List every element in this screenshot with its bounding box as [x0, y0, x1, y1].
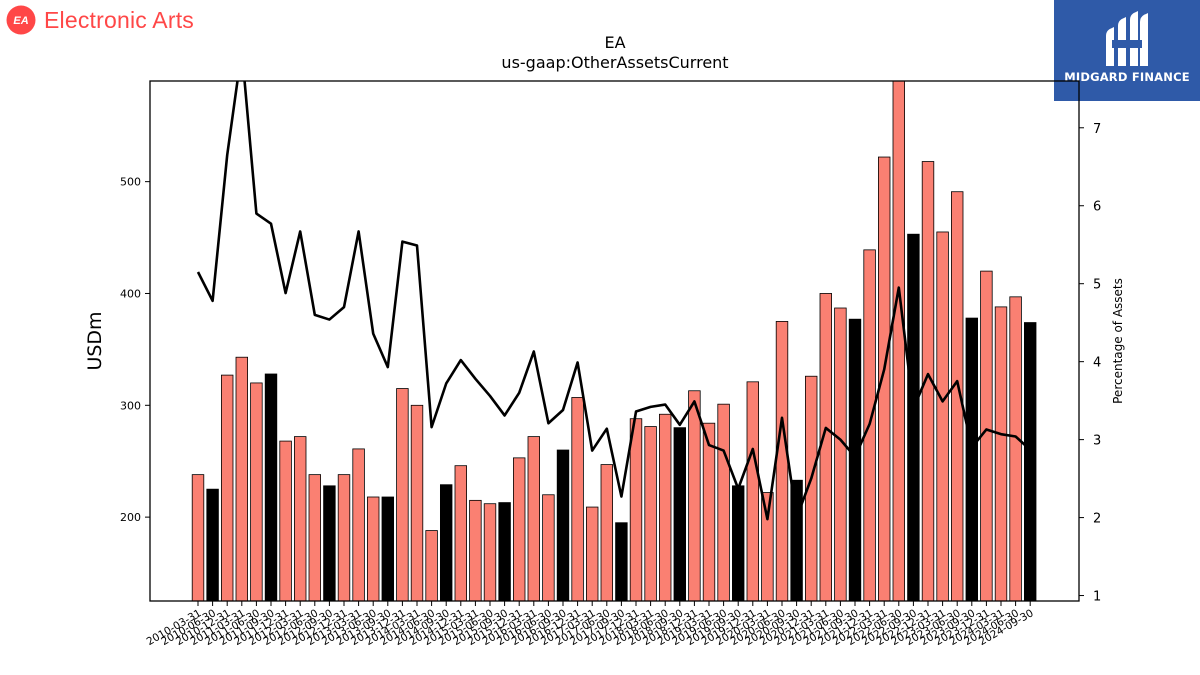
- bar: [615, 522, 628, 601]
- bar: [775, 321, 789, 601]
- y-tick-label: 500: [120, 176, 141, 189]
- bar: [279, 440, 292, 601]
- partner-logo: MIDGARD FINANCE: [1054, 0, 1200, 101]
- bar: [644, 426, 657, 601]
- bar: [717, 403, 730, 601]
- y2-tick-label: 2: [1093, 512, 1101, 527]
- bar: [513, 457, 526, 601]
- bar: [439, 484, 453, 601]
- bar: [206, 488, 219, 601]
- bar: [527, 436, 541, 601]
- bar: [235, 356, 249, 601]
- line-series: [196, 81, 1032, 521]
- bar: [834, 307, 847, 601]
- bar: [732, 485, 745, 601]
- y2-axis-label: Percentage of Assets: [1111, 278, 1125, 404]
- chart-subtitle: us-gaap:OtherAssetsCurrent: [501, 53, 728, 72]
- bar: [542, 494, 555, 601]
- brand-name: Electronic Arts: [44, 6, 194, 33]
- bar: [629, 418, 643, 601]
- bar: [323, 485, 336, 601]
- y2-tick-label: 4: [1093, 356, 1101, 371]
- percentage-line: [196, 81, 1032, 521]
- y-tick-label: 300: [120, 399, 141, 412]
- bar: [425, 530, 438, 601]
- bar: [746, 381, 760, 601]
- bar: [337, 474, 351, 601]
- brand-logo: EA Electronic Arts: [6, 5, 194, 35]
- bar: [921, 161, 935, 601]
- bar: [366, 496, 380, 601]
- midgard-logo-icon: [1106, 11, 1148, 66]
- y-tick-label: 400: [120, 287, 141, 300]
- axes: 20030040050012345672010-03-312010-06-302…: [120, 80, 1101, 648]
- bar: [805, 375, 818, 601]
- bar: [761, 492, 774, 601]
- y2-tick-label: 5: [1093, 278, 1101, 293]
- partner-name: MIDGARD FINANCE: [1064, 70, 1190, 84]
- bar: [1009, 296, 1022, 601]
- y2-tick-label: 3: [1093, 434, 1101, 449]
- bar: [702, 422, 716, 601]
- y-axis-label: USDm: [84, 311, 106, 370]
- bar: [600, 464, 614, 601]
- y2-tick-label: 1: [1093, 590, 1101, 605]
- bar: [396, 388, 409, 601]
- bar: [250, 382, 263, 601]
- bar: [951, 191, 964, 601]
- bar: [1024, 322, 1037, 601]
- bar: [381, 496, 395, 601]
- bar: [790, 479, 803, 601]
- bar: [308, 474, 322, 601]
- y2-tick-label: 7: [1093, 122, 1101, 137]
- chart-title: EA: [604, 33, 625, 52]
- bar: [352, 448, 365, 601]
- bar: [994, 306, 1008, 601]
- ea-logo-icon: EA: [6, 5, 36, 35]
- bar: [819, 293, 833, 601]
- bar: [688, 390, 701, 601]
- bar: [410, 404, 424, 601]
- bar: [659, 413, 672, 601]
- bar: [892, 81, 906, 601]
- bar: [454, 465, 468, 601]
- bar: [673, 427, 687, 601]
- y2-tick-label: 6: [1093, 200, 1101, 215]
- bar: [965, 317, 979, 601]
- bar: [483, 503, 497, 601]
- bar: [571, 397, 584, 601]
- bar: [293, 436, 307, 601]
- bar-series: [191, 81, 1037, 601]
- bar: [848, 318, 862, 601]
- bar: [264, 373, 278, 601]
- ea-logo-badge: EA: [13, 15, 28, 27]
- bar: [586, 506, 599, 601]
- bar: [936, 231, 949, 601]
- bar: [220, 374, 234, 601]
- bar: [498, 502, 511, 601]
- bar: [191, 474, 205, 601]
- bar: [878, 156, 891, 601]
- bar: [469, 499, 482, 601]
- bar: [907, 233, 920, 601]
- y-tick-label: 200: [120, 511, 141, 524]
- bar: [556, 449, 570, 601]
- plot-frame: [149, 80, 1080, 602]
